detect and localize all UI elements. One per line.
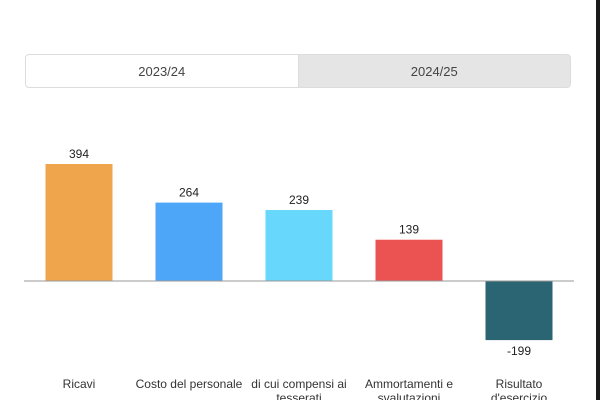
- data-label: 239: [289, 193, 309, 207]
- data-label: 139: [399, 223, 419, 237]
- category-label: Costo del personale: [136, 377, 243, 391]
- data-label: 264: [179, 186, 199, 200]
- bar: [45, 164, 113, 281]
- bar: [265, 210, 333, 281]
- category-label: Ammortamenti e svalutazioni: [365, 377, 453, 400]
- category-label: Ricavi: [63, 377, 96, 391]
- season-tabs: 2023/24 2024/25: [25, 54, 571, 88]
- data-label: -199: [507, 344, 531, 358]
- tab-2023-24[interactable]: 2023/24: [26, 55, 299, 87]
- bar: [375, 239, 443, 281]
- tab-2024-25[interactable]: 2024/25: [298, 55, 570, 87]
- category-label: di cui compensi ai tesserati: [251, 377, 346, 400]
- category-label: Risultato d'esercizio: [491, 377, 548, 400]
- window-edge: [596, 0, 600, 400]
- data-label: 394: [69, 147, 89, 161]
- bar: [485, 281, 553, 341]
- bar: [155, 202, 223, 281]
